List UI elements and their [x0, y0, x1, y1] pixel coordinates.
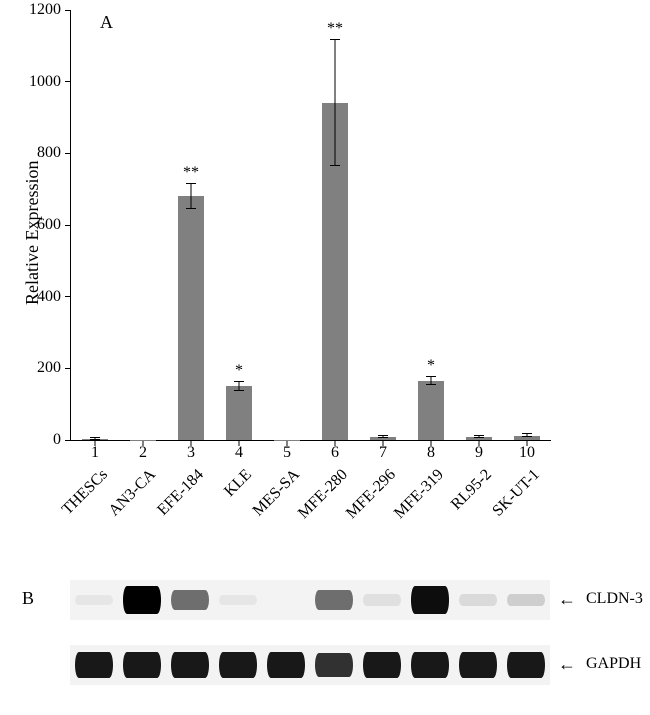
y-tick-label: 1000 — [29, 73, 61, 91]
error-bar-cap — [426, 384, 436, 385]
x-category-label: MFE-296 — [343, 466, 400, 523]
bar — [226, 386, 252, 440]
blot-band — [363, 652, 400, 678]
panel-a-plot-area: 0200400600800100012001THESCs2AN3-CA3EFE-… — [70, 10, 551, 441]
y-tick-label: 0 — [53, 431, 61, 449]
significance-marker: * — [235, 362, 243, 380]
x-number-label: 3 — [187, 444, 195, 462]
bar-slot: ** — [322, 10, 348, 440]
arrow-left-icon: ← — [558, 655, 576, 673]
y-tick-mark — [65, 368, 71, 369]
x-category-label: SK-UT-1 — [489, 466, 543, 520]
error-bar-cap — [330, 165, 340, 166]
blot-band — [411, 652, 448, 678]
x-number-label: 2 — [139, 444, 147, 462]
x-number-label: 7 — [379, 444, 387, 462]
blot-band — [123, 586, 160, 614]
significance-marker: ** — [327, 20, 343, 38]
blot-band — [459, 594, 496, 606]
x-category-label: MES-SA — [250, 466, 304, 520]
bar-slot: * — [418, 10, 444, 440]
error-bar-cap — [474, 435, 484, 436]
blot-strip — [70, 580, 550, 620]
error-bar-cap — [378, 435, 388, 436]
blot-band — [315, 590, 352, 610]
error-bar-cap — [90, 437, 100, 438]
error-bar-cap — [330, 39, 340, 40]
blot-band — [171, 590, 208, 610]
blot-band — [411, 586, 448, 613]
error-bar-cap — [474, 437, 484, 438]
blot-row-label: CLDN-3 — [586, 590, 643, 608]
x-category-label: THESCs — [59, 466, 112, 519]
y-tick-mark — [65, 153, 71, 154]
x-number-label: 8 — [427, 444, 435, 462]
figure-root: 0200400600800100012001THESCs2AN3-CA3EFE-… — [0, 0, 650, 715]
panel-a-letter: A — [100, 12, 113, 33]
error-bar-line — [334, 103, 335, 166]
bar-slot — [274, 10, 300, 440]
x-number-label: 6 — [331, 444, 339, 462]
y-tick-mark — [65, 296, 71, 297]
error-bar-cap — [186, 208, 196, 209]
bar — [418, 381, 444, 440]
error-bar-cap — [186, 183, 196, 184]
blot-band — [459, 652, 496, 678]
x-number-label: 9 — [475, 444, 483, 462]
bar-slot: * — [226, 10, 252, 440]
y-tick-mark — [65, 440, 71, 441]
arrow-left-icon: ← — [558, 590, 576, 608]
blot-band — [123, 652, 160, 678]
significance-marker: * — [427, 357, 435, 375]
blot-band — [171, 652, 208, 678]
error-bar-cap — [234, 390, 244, 391]
x-number-label: 10 — [519, 444, 535, 462]
blot-band — [75, 652, 112, 678]
error-bar-cap — [522, 433, 532, 434]
blot-row-label: GAPDH — [586, 655, 641, 673]
bar-slot — [514, 10, 540, 440]
x-category-label: MFE-319 — [391, 466, 448, 523]
error-bar-line — [334, 40, 335, 103]
blot-band — [75, 595, 112, 606]
bar-slot — [130, 10, 156, 440]
blot-band — [219, 652, 256, 678]
error-bar-cap — [426, 376, 436, 377]
y-tick-label: 1200 — [29, 1, 61, 19]
x-category-label: AN3-CA — [106, 466, 160, 520]
blot-band — [507, 594, 544, 607]
x-number-label: 5 — [283, 444, 291, 462]
error-bar-cap — [234, 381, 244, 382]
y-tick-mark — [65, 81, 71, 82]
bar-slot — [466, 10, 492, 440]
blot-strip — [70, 645, 550, 685]
y-tick-mark — [65, 225, 71, 226]
x-category-label: MFE-280 — [295, 466, 352, 523]
x-category-label: KLE — [221, 466, 256, 501]
blot-band — [507, 652, 544, 678]
bar-slot: ** — [178, 10, 204, 440]
blot-band — [219, 595, 256, 606]
panel-b-letter: B — [22, 588, 34, 609]
blot-band — [363, 594, 400, 605]
y-tick-mark — [65, 10, 71, 11]
y-tick-label: 200 — [37, 359, 61, 377]
bar-slot — [82, 10, 108, 440]
x-number-label: 4 — [235, 444, 243, 462]
error-bar-cap — [90, 439, 100, 440]
x-number-label: 1 — [91, 444, 99, 462]
error-bar-line — [190, 184, 191, 197]
y-axis-label: Relative Expression — [22, 161, 43, 305]
significance-marker: ** — [183, 164, 199, 182]
bar — [178, 196, 204, 440]
blot-band — [315, 653, 352, 677]
blot-band — [267, 652, 304, 678]
x-category-label: EFE-184 — [154, 466, 208, 520]
error-bar-cap — [522, 436, 532, 437]
error-bar-cap — [378, 437, 388, 438]
bar-slot — [370, 10, 396, 440]
